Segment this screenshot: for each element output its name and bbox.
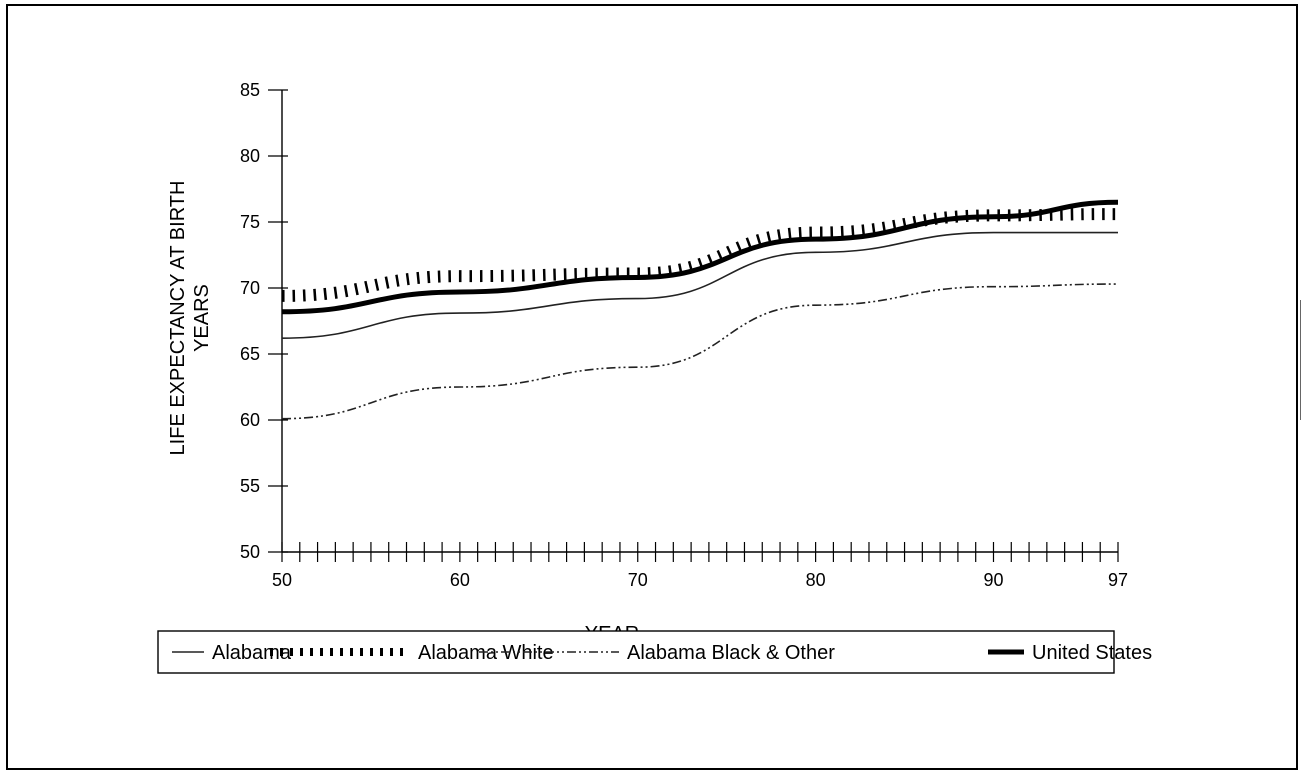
legend-label: Alabama <box>212 642 292 664</box>
x-tick-label: 90 <box>983 570 1003 590</box>
legend-label: Alabama Black & Other <box>627 642 835 664</box>
y-axis-title-line1: LIFE EXPECTANCY AT BIRTH <box>167 181 189 456</box>
legend: Alabama Alabama White Alabama Black & Othe… <box>157 630 1152 674</box>
y-tick-label: 70 <box>240 278 260 298</box>
x-tick-label: 70 <box>628 570 648 590</box>
series-line-alabama <box>281 231 1118 339</box>
y-tick-label: 80 <box>240 146 260 166</box>
x-tick-label: 80 <box>806 570 826 590</box>
legend-label: United States <box>1032 642 1152 664</box>
y-tick-label: 85 <box>240 80 260 100</box>
x-tick-label: 50 <box>272 570 292 590</box>
x-tick-label: 60 <box>450 570 470 590</box>
series-line-alabama-black-other <box>281 283 1119 420</box>
y-tick-label: 65 <box>240 344 260 364</box>
legend-label: Alabama White <box>418 642 554 664</box>
plot-area: 50 55 60 65 70 75 80 85 50 60 70 80 90 97 <box>240 80 1128 590</box>
y-tick-label: 75 <box>240 212 260 232</box>
y-tick-label: 60 <box>240 410 260 430</box>
y-tick-label: 50 <box>240 542 260 562</box>
x-tick-label: 97 <box>1108 570 1128 590</box>
scan-edge-mark <box>1300 300 1301 420</box>
y-tick-label: 55 <box>240 476 260 496</box>
series-line-united-states <box>281 199 1119 315</box>
y-axis-title-line2: YEARS <box>191 284 213 352</box>
chart-frame <box>6 4 1298 770</box>
series-line-alabama-white <box>281 208 1119 302</box>
legend-box <box>157 630 1115 674</box>
